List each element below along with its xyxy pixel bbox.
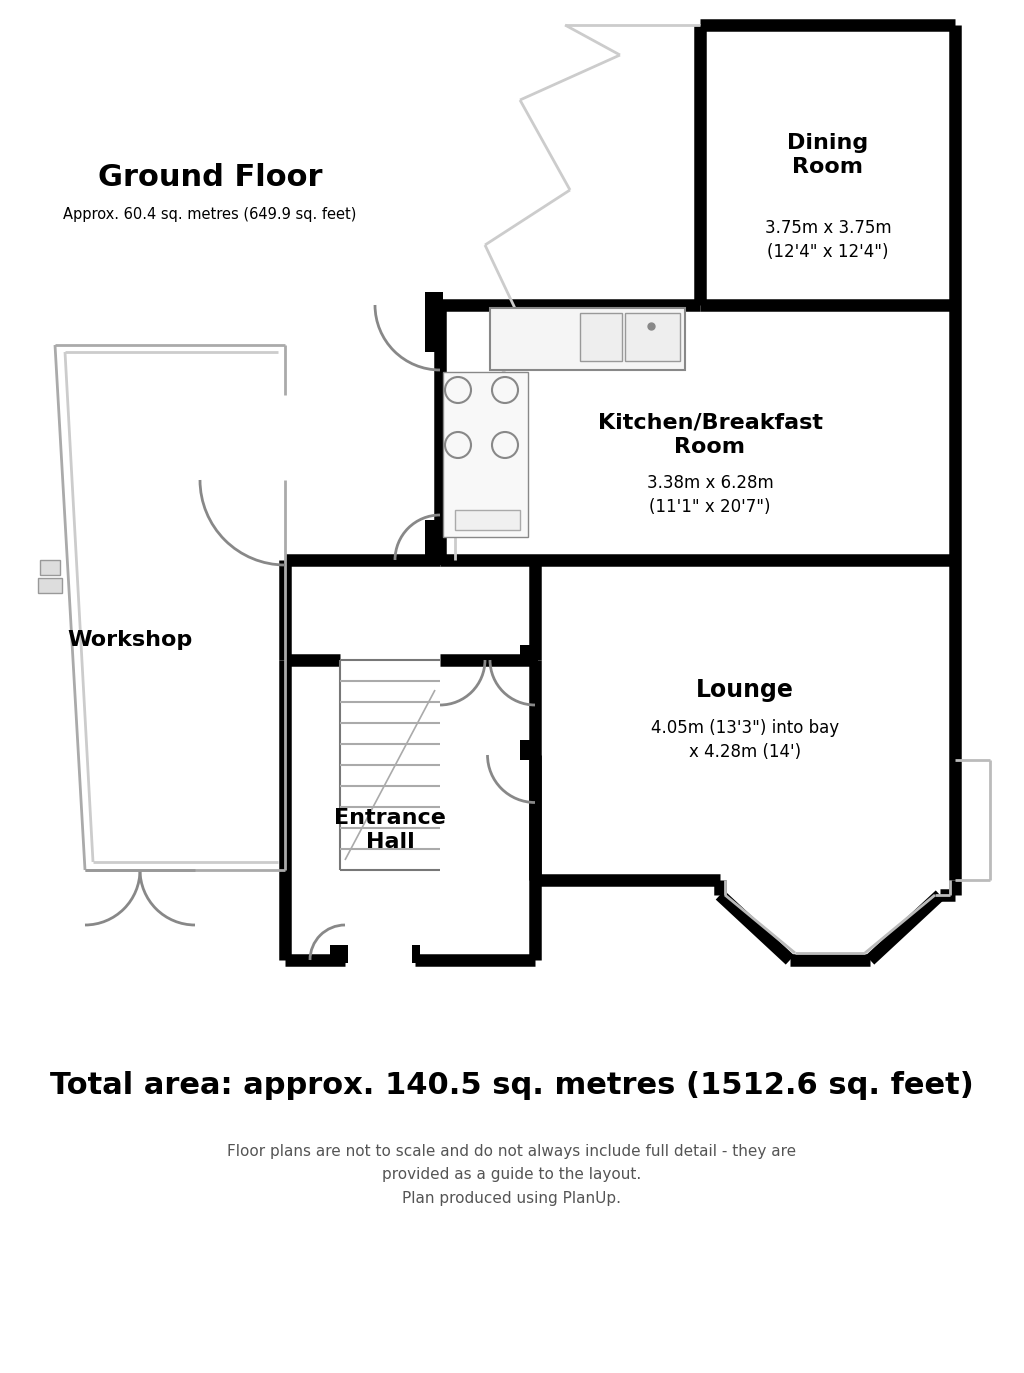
Text: Approx. 60.4 sq. metres (649.9 sq. feet): Approx. 60.4 sq. metres (649.9 sq. feet) — [63, 207, 356, 222]
Bar — [330, 945, 348, 962]
Text: Lounge: Lounge — [696, 678, 794, 702]
Text: Dining
Room: Dining Room — [787, 133, 868, 177]
Text: Workshop: Workshop — [68, 630, 193, 649]
Bar — [443, 372, 528, 537]
Bar — [40, 560, 60, 575]
Bar — [490, 308, 685, 369]
Bar — [520, 645, 538, 665]
Text: Total area: approx. 140.5 sq. metres (1512.6 sq. feet): Total area: approx. 140.5 sq. metres (15… — [50, 1071, 974, 1100]
Bar — [455, 509, 520, 530]
Text: 4.05m (13'3") into bay
x 4.28m (14'): 4.05m (13'3") into bay x 4.28m (14') — [651, 719, 839, 761]
Bar — [412, 945, 420, 962]
Text: Ground Floor: Ground Floor — [97, 163, 323, 192]
Text: Kitchen/Breakfast
Room: Kitchen/Breakfast Room — [597, 413, 822, 457]
Bar — [425, 520, 443, 566]
Bar — [38, 578, 62, 593]
Bar — [520, 740, 538, 761]
Text: 3.38m x 6.28m
(11'1" x 20'7"): 3.38m x 6.28m (11'1" x 20'7") — [646, 474, 773, 516]
Text: 3.75m x 3.75m
(12'4" x 12'4"): 3.75m x 3.75m (12'4" x 12'4") — [765, 220, 891, 261]
Bar — [580, 313, 622, 361]
Text: Entrance
Hall: Entrance Hall — [334, 807, 445, 853]
Bar — [625, 313, 680, 361]
Bar — [425, 292, 443, 351]
Text: Floor plans are not to scale and do not always include full detail - they are
pr: Floor plans are not to scale and do not … — [227, 1144, 797, 1205]
